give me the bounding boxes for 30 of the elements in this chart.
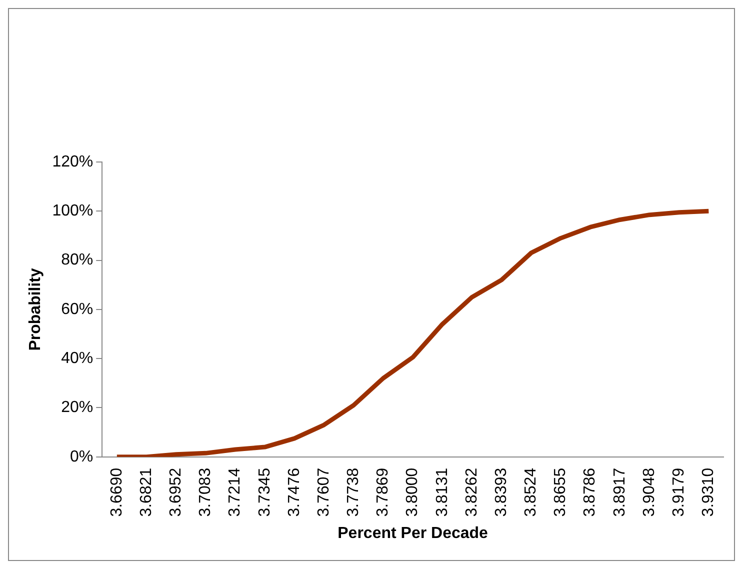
x-tick-label: 3.8917 [611,468,628,517]
x-tick-label: 3.7345 [256,468,274,517]
y-tick-label: 100% [52,202,94,220]
x-tick-label: 3.7083 [197,468,214,517]
x-tick-label: 3.7607 [315,468,332,517]
x-tick-label: 3.8393 [492,468,510,517]
y-tick-label: 20% [61,399,94,416]
x-axis-title: Percent Per Decade [338,524,488,542]
x-tick-label: 3.8524 [522,468,540,517]
y-tick-label: 40% [61,350,94,367]
x-tick-label: 3.9179 [670,468,688,517]
x-tick-label: 3.6821 [138,468,155,517]
x-tick-label: 3.9310 [700,468,718,517]
x-tick-label: 3.7214 [226,468,244,517]
x-tick-label: 3.8000 [404,468,422,517]
x-tick-label: 3.8786 [582,468,599,517]
x-tick-label: 3.6952 [167,468,184,517]
x-tick-label: 3.7738 [345,468,362,517]
x-tick-label: 3.9048 [640,468,658,517]
x-tick-label: 3.7476 [286,468,303,517]
y-tick-label: 120% [52,153,94,170]
y-axis-title: Probability [27,268,44,351]
y-tick-label: 60% [61,300,94,318]
y-tick-label: 0% [70,448,94,466]
x-tick-label: 3.6690 [108,468,126,517]
x-tick-label: 3.8131 [434,468,451,517]
y-tick-label: 80% [61,252,94,269]
x-tick-label: 3.8655 [552,468,570,517]
x-tick-label: 3.7869 [374,468,392,517]
x-tick-label: 3.8262 [463,468,480,517]
